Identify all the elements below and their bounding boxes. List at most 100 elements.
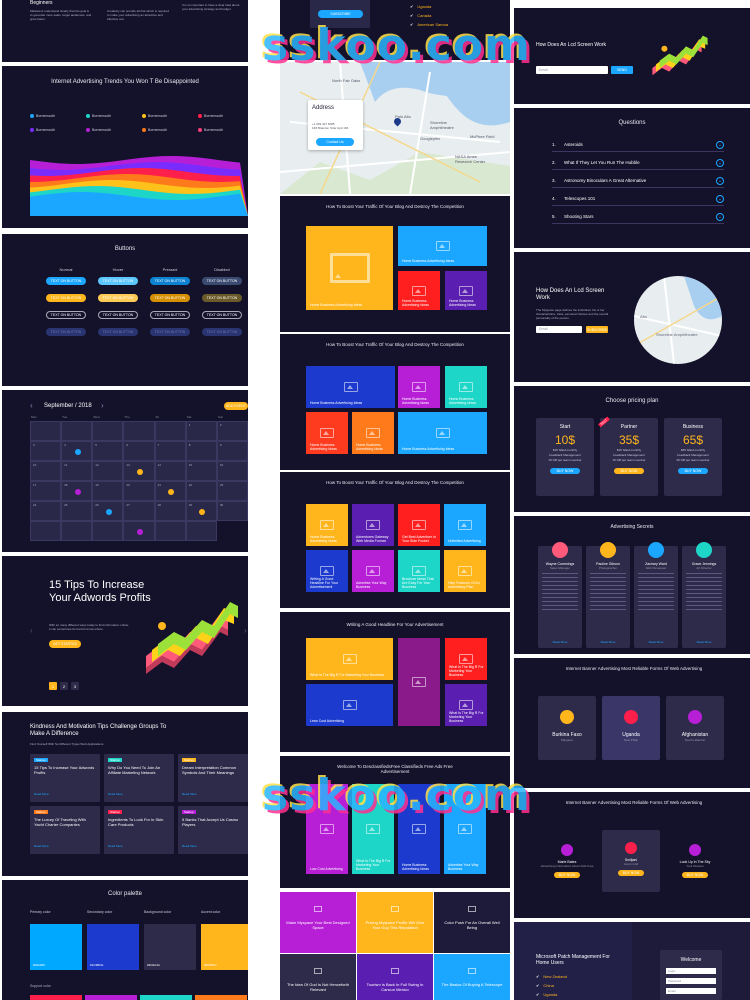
sample-button[interactable]: TEXT ON BUTTON	[150, 328, 190, 336]
banner-card[interactable]: Afghanistan South Lillianfurt	[666, 696, 724, 760]
bottom-mid-tile[interactable]: The Idea Of God Is Not Henceforth Releva…	[280, 954, 356, 1000]
calendar-day[interactable]: 12	[92, 461, 124, 481]
calendar-day[interactable]: 6	[123, 441, 155, 461]
chevron-down-icon[interactable]: ⌄	[716, 158, 724, 167]
calendar-day[interactable]: 20	[123, 481, 155, 501]
lcd2-subscribe-button[interactable]: SUBSCRIBE	[586, 326, 608, 333]
calendar-day[interactable]: 8	[185, 441, 217, 461]
classified-tile[interactable]: Home Business Advertising Ideas	[398, 784, 440, 874]
calendar-day[interactable]	[30, 421, 62, 441]
chevron-down-icon[interactable]: ⌄	[716, 212, 724, 221]
email-input[interactable]: Email	[666, 988, 716, 994]
article-read-more[interactable]: Read More	[182, 844, 197, 848]
calendar-day[interactable]	[185, 521, 217, 541]
article-card[interactable]: Startup 15 Tips To Increase Your Adwords …	[30, 754, 100, 802]
boost3-tile[interactable]: Brochure Ideas That Are Easy For Your Bu…	[398, 550, 440, 592]
calendar-day[interactable]	[61, 521, 93, 541]
calendar-day[interactable]: 24	[30, 501, 62, 521]
banner2-card[interactable]: Smiljani Acorn Grid BUY NOW	[602, 830, 660, 892]
boost1-tile-purple[interactable]: Home Business Advertising Ideas	[445, 271, 487, 310]
sample-button[interactable]: TEXT ON BUTTON	[46, 328, 86, 336]
boost1-tile-red[interactable]: Home Business Advertising Ideas	[398, 271, 440, 310]
calendar-day[interactable]: 18	[61, 481, 93, 501]
calendar-day[interactable]	[154, 421, 186, 441]
calendar-prev-icon[interactable]: ‹	[30, 401, 33, 410]
sample-button[interactable]: TEXT ON BUTTON	[150, 277, 190, 285]
sample-button[interactable]: TEXT ON BUTTON	[202, 311, 242, 319]
calendar-day[interactable]: 19	[92, 481, 124, 501]
calendar-day[interactable]	[92, 521, 124, 541]
bottom-mid-tile[interactable]: Make Myspace Your Best Designed Space	[280, 892, 356, 953]
chevron-down-icon[interactable]: ⌄	[716, 140, 724, 149]
buy-now-button[interactable]: BUY NOW	[614, 468, 644, 474]
contact-us-button[interactable]: Contact Us	[316, 138, 354, 146]
calendar-day[interactable]: 22	[185, 481, 217, 501]
banner-card[interactable]: Uganda New Philip	[602, 696, 660, 760]
calendar-day[interactable]: 2	[216, 421, 248, 441]
chevron-down-icon[interactable]: ⌄	[716, 176, 724, 185]
buy-now-button[interactable]: BUY NOW	[678, 468, 708, 474]
question-item[interactable]: 1. Asteroids ⌄	[552, 138, 724, 152]
question-item[interactable]: 3. Astronomy Binoculars A Great Alternati…	[552, 174, 724, 188]
question-item[interactable]: 2. What If They Let You Run The Hubble ⌄	[552, 156, 724, 170]
calendar-day[interactable]: 7	[154, 441, 186, 461]
calendar-day[interactable]: 26	[92, 501, 124, 521]
lcd1-send-button[interactable]: SEND	[611, 66, 633, 74]
calendar-day[interactable]: 3	[30, 441, 62, 461]
calendar-day[interactable]: 23	[216, 481, 248, 501]
sample-button[interactable]: TEXT ON BUTTON	[98, 277, 138, 285]
sample-button[interactable]: TEXT ON BUTTON	[150, 311, 190, 319]
calendar-day[interactable]: 28	[154, 501, 186, 521]
calendar-day[interactable]: 13	[123, 461, 155, 481]
calendar-day[interactable]: 29	[185, 501, 217, 521]
person-read-more[interactable]: Read More	[696, 640, 712, 644]
calendar-add-button[interactable]: ADD EVENT	[224, 402, 248, 410]
calendar-day[interactable]: 9	[216, 441, 248, 461]
calendar-day[interactable]: 14	[154, 461, 186, 481]
boost2-tile-4[interactable]: Home Business Advertising Ideas	[306, 412, 348, 454]
article-card[interactable]: Startup Dream Interpretation Common Symbo…	[178, 754, 248, 802]
headline-tile-3[interactable]: What Is The Big R For Marketing Your Bus…	[445, 638, 487, 680]
headline-tile-5[interactable]: What Is The Big R For Marketing Your Bus…	[445, 684, 487, 726]
top-list-item[interactable]: ✔ American Samoa	[410, 20, 448, 29]
bottom-mid-tile[interactable]: The Basics Of Buying A Telescope	[434, 954, 510, 1000]
boost3-tile[interactable]: Get Best Advertiser In Your Side Pocket	[398, 504, 440, 546]
banner2-buy-button[interactable]: BUY NOW	[618, 870, 644, 876]
headline-tile-1[interactable]: What Is The Big R For Marketing Your Bus…	[306, 638, 393, 680]
article-read-more[interactable]: Read More	[108, 792, 123, 796]
person-read-more[interactable]: Read More	[600, 640, 616, 644]
sample-button[interactable]: TEXT ON BUTTON	[46, 311, 86, 319]
boost3-tile[interactable]: Advertise Your Way Business	[352, 550, 394, 592]
sample-button[interactable]: TEXT ON BUTTON	[98, 328, 138, 336]
boost3-tile[interactable]: Adventures Gateway Web Media Format	[352, 504, 394, 546]
login-input[interactable]: Login	[666, 968, 716, 974]
sample-button[interactable]: TEXT ON BUTTON	[202, 294, 242, 302]
calendar-day[interactable]: 11	[61, 461, 93, 481]
article-read-more[interactable]: Read More	[34, 792, 49, 796]
sample-button[interactable]: TEXT ON BUTTON	[98, 311, 138, 319]
calendar-day[interactable]: 1	[185, 421, 217, 441]
sample-button[interactable]: TEXT ON BUTTON	[202, 328, 242, 336]
boost1-tile-wide[interactable]: Home Business Advertising Ideas	[398, 226, 487, 266]
tips-cta-button[interactable]: GET STARTED	[49, 640, 81, 648]
calendar-day[interactable]	[92, 421, 124, 441]
lcd2-email-input[interactable]: Email	[536, 326, 582, 333]
calendar-day[interactable]: 16	[216, 461, 248, 481]
welcome-list-item[interactable]: ✔ Uganda	[536, 992, 567, 1000]
page-button[interactable]: 2	[60, 682, 68, 690]
calendar-day[interactable]: 21	[154, 481, 186, 501]
classified-tile[interactable]: Low Cost Advertising	[306, 784, 348, 874]
chevron-down-icon[interactable]: ⌄	[716, 194, 724, 203]
calendar-day[interactable]: 4	[61, 441, 93, 461]
calendar-day[interactable]	[61, 421, 93, 441]
article-card[interactable]: Startup 5 Banks That Accept Us Casino Pla…	[178, 806, 248, 854]
boost1-tile-large[interactable]: Home Business Advertising Ideas	[306, 226, 393, 310]
boost3-tile[interactable]: Writing A Good Headline For Your Adverti…	[306, 550, 348, 592]
page-button[interactable]: 3	[71, 682, 79, 690]
top-subscribe-button[interactable]: SUBSCRIBE	[318, 10, 363, 18]
boost3-tile[interactable]: Help Features Of An Advertising Plan	[444, 550, 486, 592]
calendar-day[interactable]	[123, 421, 155, 441]
article-card[interactable]: Startup Why Do You Need To Join An Affili…	[104, 754, 174, 802]
sample-button[interactable]: TEXT ON BUTTON	[150, 294, 190, 302]
headline-tile-4[interactable]: Lean Cost Advertising	[306, 684, 393, 726]
